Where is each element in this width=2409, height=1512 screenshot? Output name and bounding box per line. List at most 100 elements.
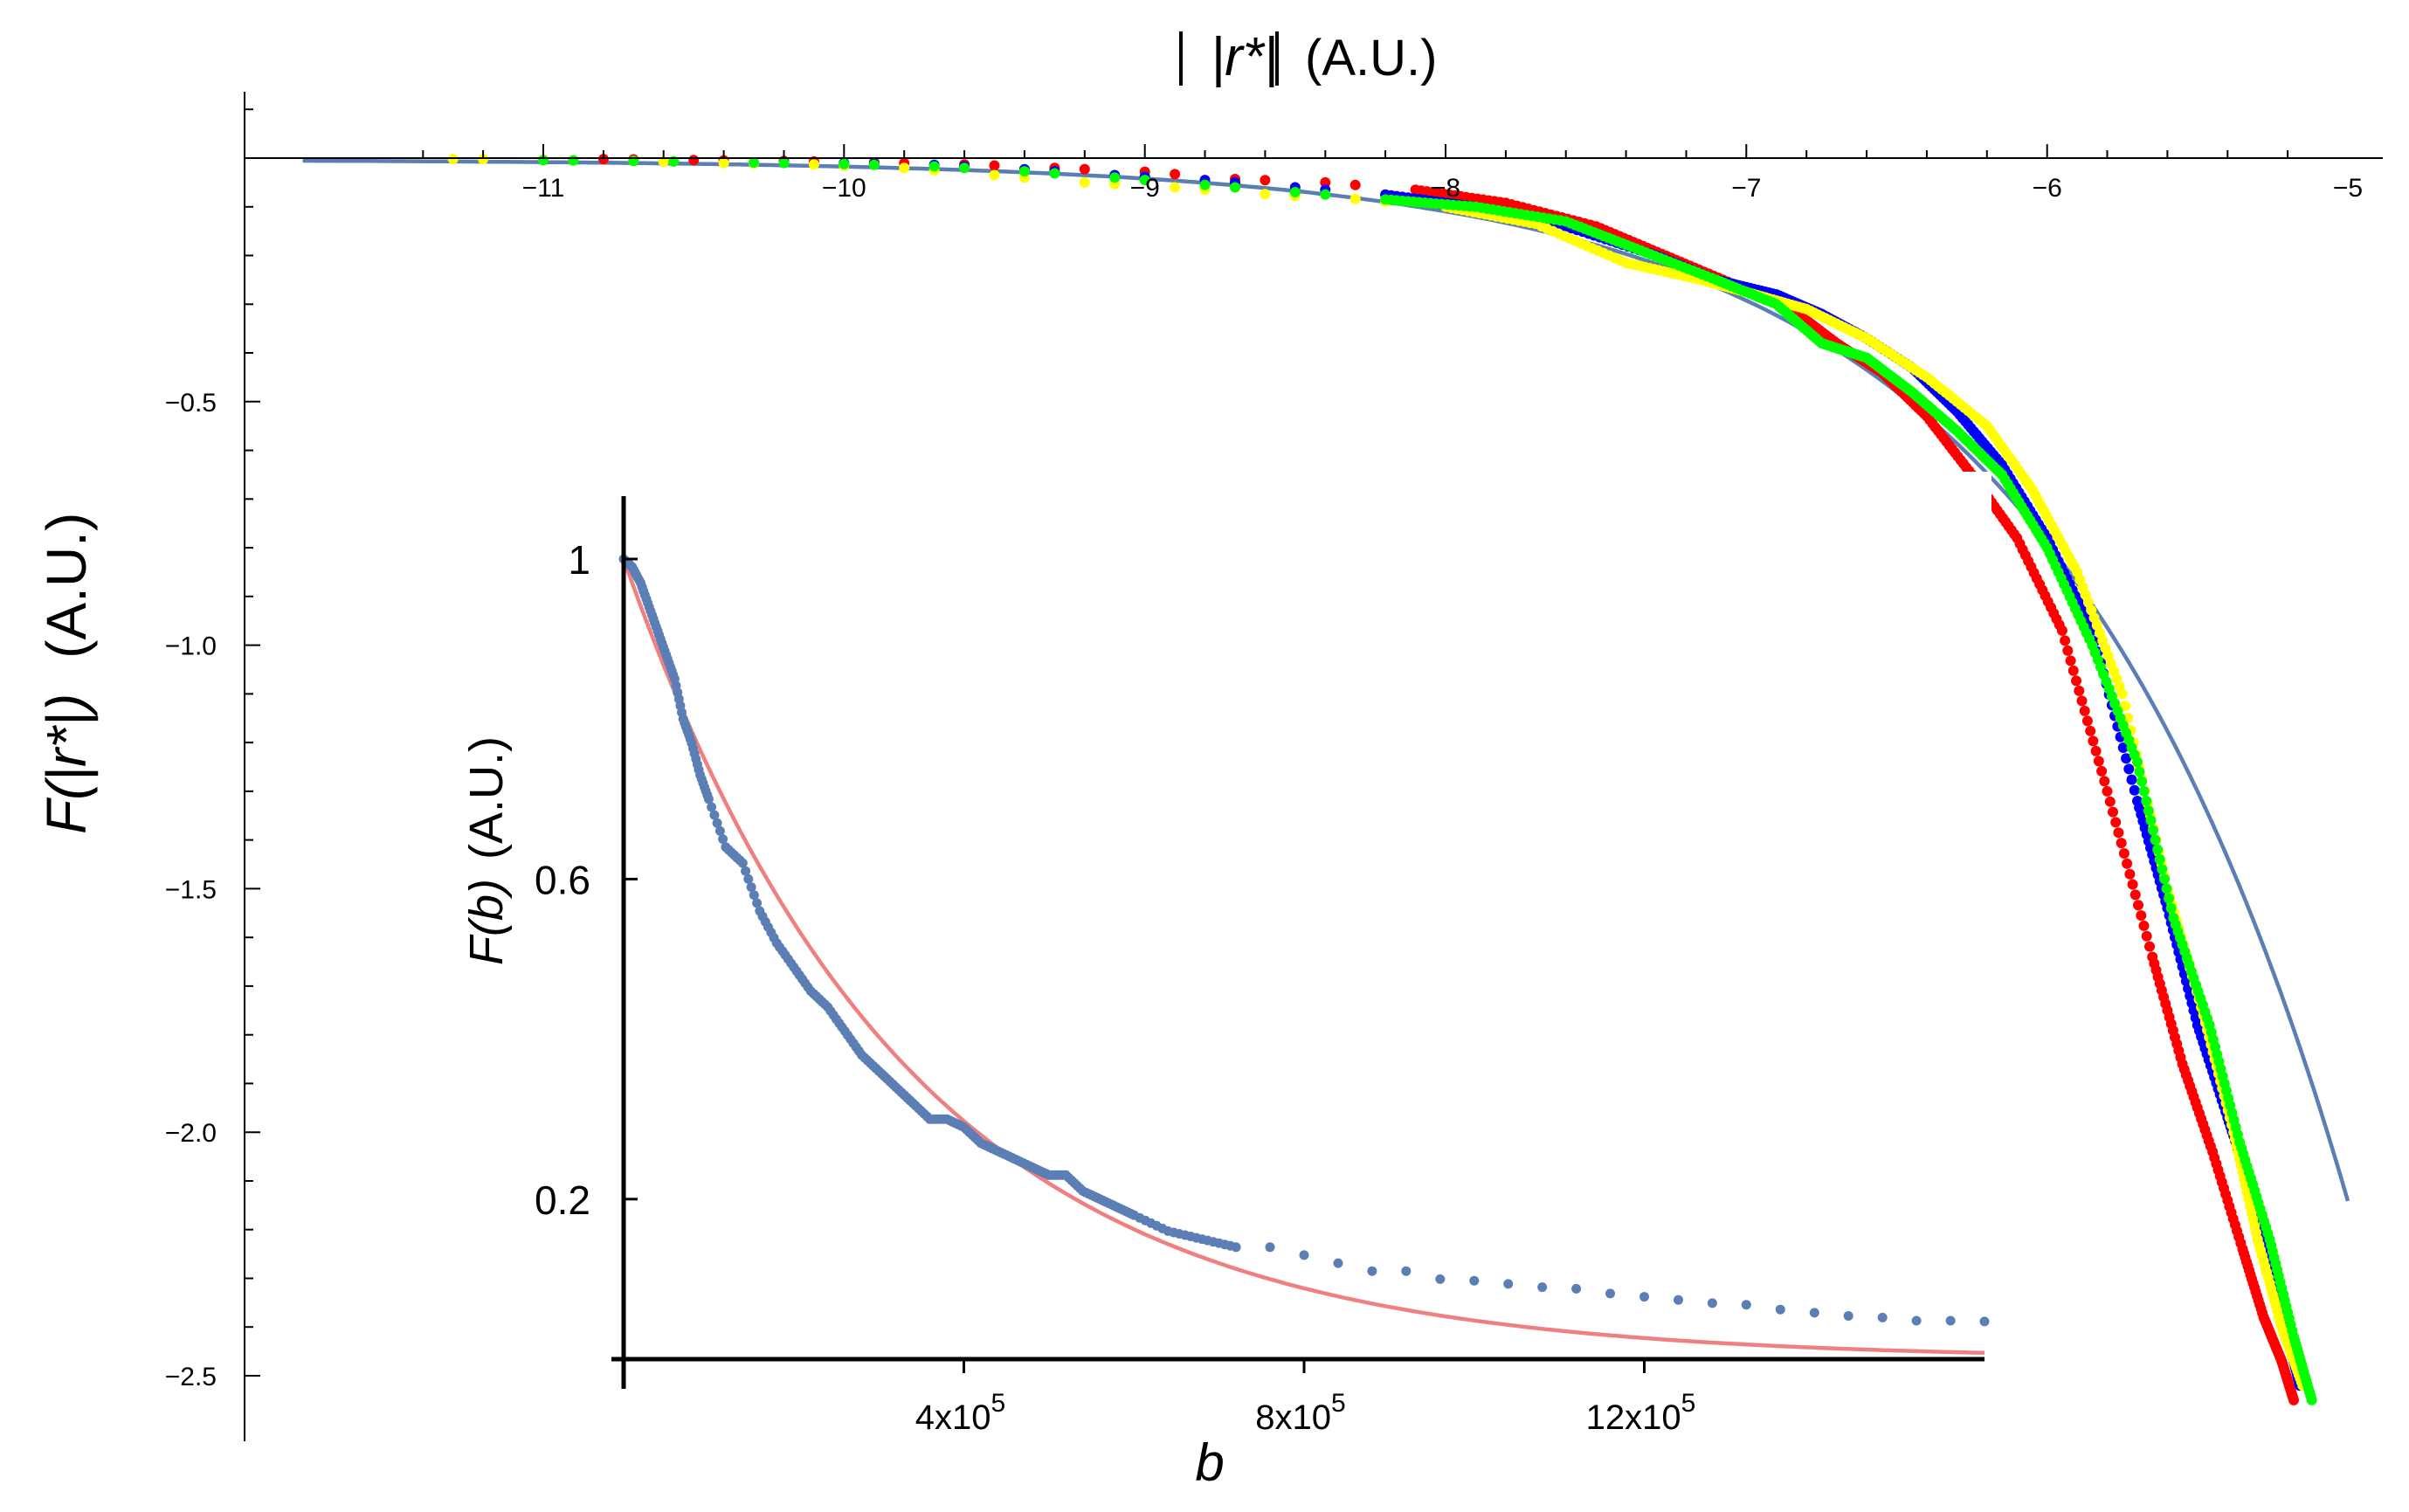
series-red-point: [2062, 645, 2074, 656]
series-red-point: [2108, 806, 2118, 818]
series-green-point: [778, 157, 790, 169]
series-green-point: [2138, 785, 2150, 797]
main-x-tick-label: −5: [2333, 174, 2363, 203]
series-red-point: [1260, 175, 1271, 186]
series-green-point: [2161, 883, 2172, 894]
main-x-tick-label: −9: [1130, 174, 1160, 203]
series-green-point: [2132, 756, 2143, 768]
series-yellow-point: [899, 162, 910, 174]
series-yellow-point: [808, 159, 819, 170]
main-y-tick-label: −2.0: [165, 1119, 217, 1148]
series-blue-point: [2123, 763, 2135, 775]
series-red-point: [2116, 838, 2127, 849]
series-yellow-point: [1260, 189, 1271, 200]
main-x-tick-label: −8: [1431, 174, 1460, 203]
series-red-point: [1320, 176, 1331, 188]
series-green-point: [2157, 864, 2168, 875]
inset-data-point: [1605, 1288, 1615, 1299]
series-red-point: [2071, 675, 2081, 687]
inset-data-point: [737, 858, 748, 868]
inset-x-tick-label: 12x105: [1586, 1389, 1696, 1437]
inset-y-tick-label: 0.2: [535, 1177, 590, 1223]
series-blue-point: [2126, 774, 2137, 785]
series-red-point: [989, 160, 1000, 171]
series-yellow-point: [989, 169, 1000, 181]
series-red-point: [688, 155, 700, 166]
main-y-axis-unit: (A.U.): [35, 513, 98, 659]
inset-data-point: [1435, 1274, 1446, 1284]
inset-data-point: [743, 873, 754, 884]
series-red-point: [2102, 785, 2113, 797]
inset-data-point: [1877, 1312, 1888, 1322]
series-yellow-point: [478, 154, 489, 165]
inset-data-point: [1571, 1283, 1582, 1294]
main-y-tick-label: −1.5: [165, 875, 217, 904]
series-red-point: [2060, 635, 2071, 646]
inset-data-point: [714, 825, 725, 836]
series-red-point: [2122, 858, 2133, 869]
series-red-point: [2090, 745, 2102, 756]
inset-data-point: [1843, 1311, 1853, 1321]
inset-y-axis-title: F(b) (A.U.): [460, 736, 513, 965]
inset-data-point: [1333, 1258, 1343, 1268]
series-red-point: [597, 154, 609, 165]
series-green-point: [1230, 182, 1240, 193]
series-green-point: [1139, 175, 1150, 186]
series-green-point: [2154, 853, 2165, 865]
main-x-axis-variable: |r*|: [1211, 27, 1278, 87]
series-yellow-point: [1170, 182, 1181, 193]
series-green-point: [2136, 776, 2148, 787]
inset-data-point: [1231, 1242, 1241, 1253]
series-green-point: [568, 155, 579, 166]
series-red-point: [2079, 705, 2090, 716]
series-red-point: [2093, 756, 2104, 767]
series-yellow-point: [2116, 688, 2128, 700]
inset-series-group: [618, 554, 1990, 1327]
series-red-point: [2088, 735, 2099, 747]
inset-x-tick-label: 4x105: [915, 1389, 1005, 1437]
series-yellow-point: [658, 156, 669, 168]
inset-data-point: [1707, 1298, 1717, 1308]
main-y-axis-variable: |r*|: [35, 712, 99, 781]
svg-text:F(|r*|)(A.U.): F(|r*|)(A.U.): [35, 513, 99, 834]
series-green-point: [1109, 172, 1121, 183]
series-red-point: [1349, 179, 1361, 190]
main-x-axis-title: |r*| (A.U.): [1179, 27, 1437, 87]
series-green-point: [1320, 189, 1331, 200]
series-red-point: [2085, 725, 2096, 736]
main-x-axis-unit: (A.U.): [1305, 30, 1437, 86]
series-green-point: [2164, 893, 2175, 904]
series-yellow-point: [1349, 193, 1361, 204]
inset-data-point: [707, 802, 717, 812]
series-red-point: [2138, 920, 2150, 931]
series-green-point: [2306, 1394, 2317, 1405]
series-green-point: [2145, 815, 2157, 826]
inset-data-point: [1503, 1279, 1514, 1289]
inset-data-point: [703, 794, 714, 804]
inset-data-point: [746, 882, 756, 893]
inset-data-point: [741, 866, 751, 876]
series-green-point: [928, 161, 940, 172]
inset-y-tick-label: 1: [568, 537, 590, 583]
main-y-axis-func: F(: [35, 777, 98, 834]
inset-x-axis-title: b: [1195, 1433, 1224, 1492]
series-blue-point: [2117, 742, 2129, 753]
series-green-point: [2165, 902, 2177, 914]
series-red-point: [2074, 685, 2085, 696]
inset-axes: 1 0.6 0.2 4x105 8x105 12x105: [535, 496, 1984, 1437]
series-green-point: [1199, 179, 1211, 190]
series-red-point: [2104, 796, 2116, 807]
series-red-point: [2118, 848, 2129, 859]
main-y-tick-label: −1.0: [165, 632, 217, 661]
series-red-point: [2136, 910, 2147, 922]
series-red-point: [2096, 765, 2108, 777]
series-green-point: [1049, 168, 1060, 179]
main-axes: −11 −10 −9 −8 −7 −6 −5 −0.5 −1.0 −1.5 −2.0 −2.5: [165, 92, 2383, 1441]
series-red-point: [2133, 900, 2143, 911]
inset-x-tick-label: 8x105: [1255, 1389, 1345, 1437]
series-red-point: [2067, 665, 2079, 676]
series-red-point: [1170, 169, 1181, 180]
inset-fit-curve: [621, 558, 1985, 1356]
series-red-point: [2076, 695, 2088, 707]
